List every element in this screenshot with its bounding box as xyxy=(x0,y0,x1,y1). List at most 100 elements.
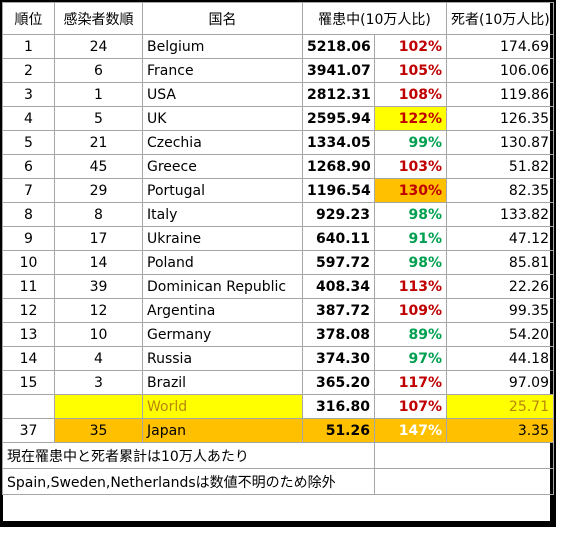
active-cell: 387.72 xyxy=(302,298,375,323)
country-cell: Czechia xyxy=(142,130,303,155)
ratio-cell: 122% xyxy=(374,106,447,131)
rank-cell: 1 xyxy=(2,34,55,59)
cases-rank-cell: 14 xyxy=(54,250,143,275)
rank-cell: 11 xyxy=(2,274,55,299)
ratio-cell: 130% xyxy=(374,178,447,203)
rank-cell: 8 xyxy=(2,202,55,227)
country-cell: Germany xyxy=(142,322,303,347)
table-row: 10 14 Poland 597.72 98% 85.81 xyxy=(2,250,554,275)
world-rank xyxy=(2,394,55,419)
active-cell: 929.23 xyxy=(302,202,375,227)
cases-rank-cell: 12 xyxy=(54,298,143,323)
deaths-cell: 47.12 xyxy=(446,226,554,251)
ratio-cell: 98% xyxy=(374,250,447,275)
rank-cell: 10 xyxy=(2,250,55,275)
active-cell: 365.20 xyxy=(302,370,375,395)
table-row: 4 5 UK 2595.94 122% 126.35 xyxy=(2,106,554,131)
cases-rank-cell: 8 xyxy=(54,202,143,227)
ratio-cell: 98% xyxy=(374,202,447,227)
cases-rank-cell: 17 xyxy=(54,226,143,251)
deaths-cell: 44.18 xyxy=(446,346,554,371)
ratio-cell: 97% xyxy=(374,346,447,371)
rank-cell: 15 xyxy=(2,370,55,395)
deaths-cell: 119.86 xyxy=(446,82,554,107)
country-cell: UK xyxy=(142,106,303,131)
table-row: 6 45 Greece 1268.90 103% 51.82 xyxy=(2,154,554,179)
deaths-cell: 130.87 xyxy=(446,130,554,155)
world-ratio: 107% xyxy=(374,394,447,419)
active-cell: 2812.31 xyxy=(302,82,375,107)
table-row: 2 6 France 3941.07 105% 106.06 xyxy=(2,58,554,83)
active-cell: 5218.06 xyxy=(302,34,375,59)
cases-rank-cell: 21 xyxy=(54,130,143,155)
active-cell: 1268.90 xyxy=(302,154,375,179)
note-1-blank xyxy=(374,442,554,469)
country-cell: Italy xyxy=(142,202,303,227)
japan-deaths: 3.35 xyxy=(446,418,554,443)
rank-cell: 12 xyxy=(2,298,55,323)
japan-active: 51.26 xyxy=(302,418,375,443)
deaths-cell: 85.81 xyxy=(446,250,554,275)
ratio-cell: 91% xyxy=(374,226,447,251)
deaths-cell: 99.35 xyxy=(446,298,554,323)
country-cell: Argentina xyxy=(142,298,303,323)
country-cell: Russia xyxy=(142,346,303,371)
ratio-cell: 108% xyxy=(374,82,447,107)
table-row: 13 10 Germany 378.08 89% 54.20 xyxy=(2,322,554,347)
header-cases-rank: 感染者数順 xyxy=(54,2,143,35)
table-row: 7 29 Portugal 1196.54 130% 82.35 xyxy=(2,178,554,203)
ratio-cell: 103% xyxy=(374,154,447,179)
rank-cell: 13 xyxy=(2,322,55,347)
rank-cell: 6 xyxy=(2,154,55,179)
deaths-cell: 174.69 xyxy=(446,34,554,59)
table-row: 11 39 Dominican Republic 408.34 113% 22.26 xyxy=(2,274,554,299)
japan-country: Japan xyxy=(142,418,303,443)
cases-rank-cell: 6 xyxy=(54,58,143,83)
japan-rank: 37 xyxy=(2,418,55,443)
cases-rank-cell: 10 xyxy=(54,322,143,347)
cases-rank-cell: 29 xyxy=(54,178,143,203)
active-cell: 374.30 xyxy=(302,346,375,371)
active-cell: 408.34 xyxy=(302,274,375,299)
cases-rank-cell: 3 xyxy=(54,370,143,395)
note-row-2: Spain,Sweden,Netherlandsは数値不明のため除外 xyxy=(2,468,554,495)
table-row: 15 3 Brazil 365.20 117% 97.09 xyxy=(2,370,554,395)
rank-cell: 9 xyxy=(2,226,55,251)
table-row: 5 21 Czechia 1334.05 99% 130.87 xyxy=(2,130,554,155)
cases-rank-cell: 1 xyxy=(54,82,143,107)
deaths-cell: 126.35 xyxy=(446,106,554,131)
cases-rank-cell: 4 xyxy=(54,346,143,371)
cases-rank-cell: 45 xyxy=(54,154,143,179)
ratio-cell: 99% xyxy=(374,130,447,155)
country-cell: Belgium xyxy=(142,34,303,59)
deaths-cell: 22.26 xyxy=(446,274,554,299)
country-cell: Brazil xyxy=(142,370,303,395)
table-row: 3 1 USA 2812.31 108% 119.86 xyxy=(2,82,554,107)
table-body: 1 24 Belgium 5218.06 102% 174.69 2 6 France 3941.… xyxy=(2,34,554,395)
country-cell: Ukraine xyxy=(142,226,303,251)
ratio-cell: 117% xyxy=(374,370,447,395)
note-1: 現在罹患中と死者累計は10万人あたり xyxy=(2,442,375,469)
header-deaths: 死者(10万人比) xyxy=(446,2,554,35)
active-cell: 378.08 xyxy=(302,322,375,347)
world-country: World xyxy=(142,394,303,419)
table-row: 9 17 Ukraine 640.11 91% 47.12 xyxy=(2,226,554,251)
note-2: Spain,Sweden,Netherlandsは数値不明のため除外 xyxy=(2,468,375,495)
rank-cell: 3 xyxy=(2,82,55,107)
active-cell: 2595.94 xyxy=(302,106,375,131)
rank-cell: 5 xyxy=(2,130,55,155)
table-row: 12 12 Argentina 387.72 109% 99.35 xyxy=(2,298,554,323)
header-country: 国名 xyxy=(142,2,303,35)
covid-ranking-table: 順位 感染者数順 国名 罹患中(10万人比) 死者(10万人比) 1 24 Belg… xyxy=(2,2,554,495)
deaths-cell: 106.06 xyxy=(446,58,554,83)
japan-cases-rank: 35 xyxy=(54,418,143,443)
rank-cell: 14 xyxy=(2,346,55,371)
ratio-cell: 102% xyxy=(374,34,447,59)
deaths-cell: 82.35 xyxy=(446,178,554,203)
country-cell: France xyxy=(142,58,303,83)
cases-rank-cell: 24 xyxy=(54,34,143,59)
table-row: 14 4 Russia 374.30 97% 44.18 xyxy=(2,346,554,371)
header-active: 罹患中(10万人比) xyxy=(302,2,447,35)
ratio-cell: 89% xyxy=(374,322,447,347)
country-cell: Dominican Republic xyxy=(142,274,303,299)
